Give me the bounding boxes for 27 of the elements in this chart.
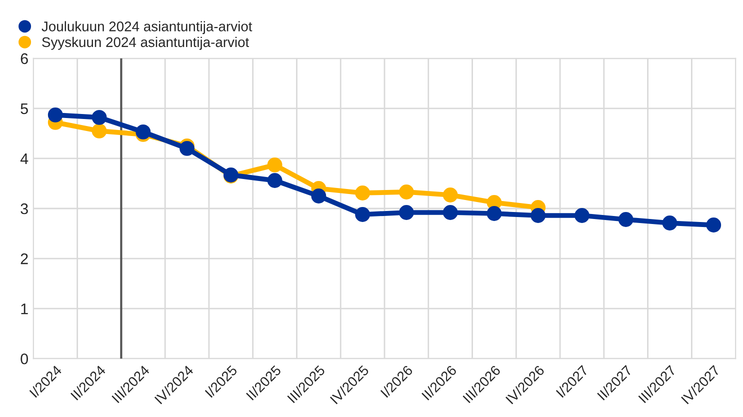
y-tick-label: 4 — [20, 153, 28, 164]
point — [574, 208, 590, 223]
point — [442, 188, 458, 202]
point — [662, 216, 678, 230]
y-tick-label: 0 — [20, 353, 28, 364]
point — [355, 186, 370, 200]
point — [267, 158, 282, 172]
point — [267, 173, 282, 188]
y-tick-label: 5 — [20, 103, 28, 114]
point — [618, 212, 634, 227]
y-tick-label: 1 — [21, 304, 28, 314]
y-tick-label: 3 — [20, 203, 28, 214]
point — [486, 206, 502, 221]
point — [92, 110, 107, 125]
point — [92, 123, 107, 138]
y-tick-label: 2 — [20, 253, 28, 264]
point — [311, 188, 326, 204]
point — [398, 205, 414, 220]
point — [355, 207, 370, 222]
point — [706, 218, 722, 232]
legend-label: Syyskuun 2024 asiantuntija-arviot — [42, 36, 250, 50]
point — [442, 205, 458, 220]
point — [398, 184, 414, 200]
point — [530, 208, 546, 223]
legend-label: Joulukuun 2024 asiantuntija-arviot — [42, 21, 252, 34]
point — [48, 107, 63, 122]
y-tick-label: 6 — [20, 53, 28, 64]
